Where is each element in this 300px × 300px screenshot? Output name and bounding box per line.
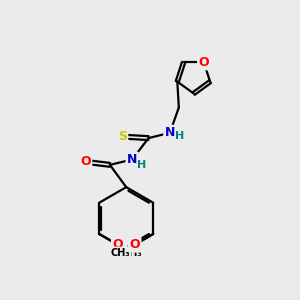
Text: N: N (127, 153, 137, 166)
Text: O: O (199, 56, 209, 69)
Text: CH₃: CH₃ (111, 248, 130, 258)
Text: CH₃: CH₃ (122, 248, 142, 258)
Text: N: N (165, 126, 175, 139)
Text: H: H (175, 131, 184, 141)
Text: O: O (129, 238, 140, 251)
Text: S: S (118, 130, 127, 143)
Text: O: O (80, 155, 91, 168)
Text: H: H (137, 160, 146, 170)
Text: O: O (112, 238, 123, 251)
